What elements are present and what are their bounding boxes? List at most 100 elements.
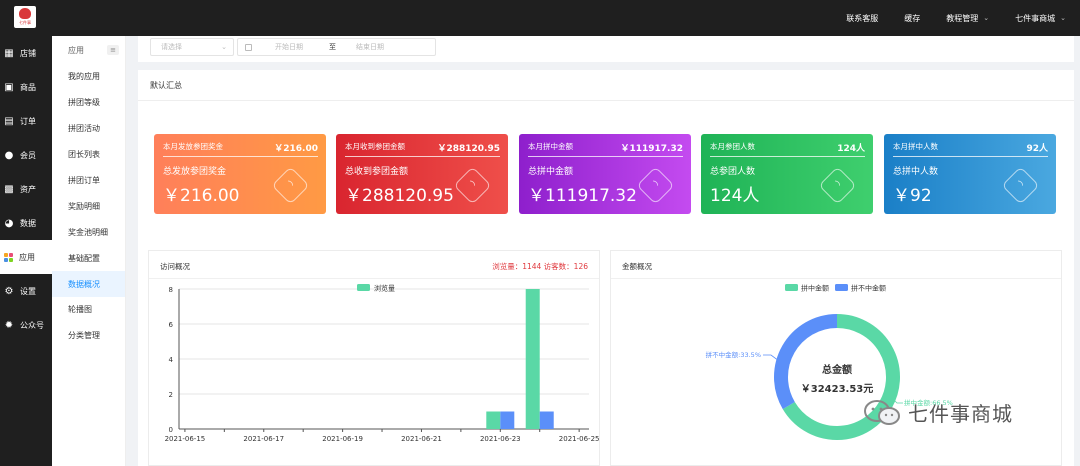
- subitem-basic-config[interactable]: 基础配置: [68, 253, 100, 263]
- nav-tutorial-management[interactable]: 教程管理 ⌄: [946, 13, 989, 24]
- subitem-reward-details[interactable]: 奖励明细: [68, 201, 100, 211]
- end-date-input[interactable]: 结束日期: [356, 43, 384, 51]
- pie-chart-icon: ◕: [4, 217, 14, 229]
- date-range-picker[interactable]: 开始日期 至 结束日期: [237, 38, 436, 56]
- y-tick-label: 0: [169, 426, 173, 434]
- card-monthly-value: 124人: [837, 144, 865, 154]
- sidebar-item-label: 会员: [20, 150, 36, 160]
- sidebar-item-label: 数据: [20, 218, 36, 228]
- sidebar-item-label: 店铺: [20, 48, 36, 58]
- visit-stats: 浏览量：1144 访客数：126: [492, 262, 588, 271]
- legend-label: 拼中金额: [801, 284, 829, 293]
- sidebar-item-orders[interactable]: ▤ 订单: [0, 104, 52, 138]
- subitem-my-apps[interactable]: 我的应用: [68, 72, 100, 82]
- logo-seal-icon: [19, 8, 31, 19]
- card-decor-icon: ◝: [818, 166, 857, 205]
- filter-bar: 请选择 ⌄ 开始日期 至 结束日期: [138, 36, 1074, 62]
- divider: [149, 278, 599, 279]
- asset-icon: ▩: [4, 183, 14, 195]
- legend-label: 浏览量: [374, 284, 395, 293]
- sidebar-item-assets[interactable]: ▩ 资产: [0, 172, 52, 206]
- visit-bar-chart: 0 2 4 6 8 浏览量 2021-06-15 2021-06-17 2021-06-19 20…: [165, 284, 599, 444]
- card-monthly-row: 本月拼中人数 92人: [893, 141, 1048, 154]
- donut-slice: [774, 314, 838, 410]
- sidebar-item-label: 设置: [20, 286, 36, 296]
- y-tick-label: 6: [169, 321, 174, 329]
- card-bonus-paid[interactable]: 本月发放参团奖金 ￥216.00 总发放参团奖金 ￥216.00 ◝: [154, 134, 326, 214]
- subitem-group-activity[interactable]: 拼团活动: [68, 124, 100, 134]
- card-winners[interactable]: 本月拼中人数 92人 总拼中人数 ￥92 ◝: [884, 134, 1056, 214]
- sidebar-item-label: 资产: [20, 184, 36, 194]
- bar: [525, 289, 540, 429]
- card-participants[interactable]: 本月参团人数 124人 总参团人数 124人 ◝: [701, 134, 873, 214]
- calendar-icon: [245, 43, 252, 51]
- start-date-input[interactable]: 开始日期: [275, 43, 303, 51]
- y-tick-label: 2: [169, 391, 173, 399]
- top-nav: 联系客服 缓存 教程管理 ⌄ 七件事商城 ⌄: [834, 0, 1080, 36]
- gear-icon: ⚙: [4, 285, 14, 297]
- sidebar-item-goods[interactable]: ▣ 商品: [0, 70, 52, 104]
- subitem-data-overview[interactable]: 数据概况: [52, 271, 125, 298]
- card-amount-received[interactable]: 本月收到参团金额 ￥288120.95 总收到参团金额 ￥288120.95 ◝: [336, 134, 508, 214]
- card-monthly-label: 本月收到参团金额: [345, 142, 405, 151]
- order-icon: ▤: [4, 115, 14, 127]
- nav-label: 联系客服: [846, 13, 879, 23]
- summary-title: 默认汇总: [150, 81, 182, 90]
- card-total-label: 总拼中金额: [528, 167, 574, 177]
- sidebar-item-store[interactable]: ▦ 店铺: [0, 36, 52, 70]
- card-total-label: 总拼中人数: [893, 167, 939, 177]
- apps-grid-icon: [4, 252, 13, 262]
- bar: [486, 411, 501, 429]
- card-monthly-label: 本月发放参团奖金: [163, 142, 223, 151]
- wechat-icon: ✹: [4, 319, 14, 331]
- sidebar-item-official-account[interactable]: ✹ 公众号: [0, 308, 52, 342]
- sidebar-item-data[interactable]: ◕ 数据: [0, 206, 52, 240]
- divider: [138, 100, 1074, 101]
- card-total-value: ￥288120.95: [345, 186, 454, 206]
- card-decor-icon: ◝: [271, 166, 310, 205]
- subitem-carousel[interactable]: 轮播图: [68, 305, 92, 315]
- legend-swatch: [357, 284, 370, 291]
- sidebar-item-label: 商品: [20, 82, 36, 92]
- card-total-value: ￥111917.32: [528, 186, 637, 206]
- subitem-bonus-pool-details[interactable]: 奖金池明细: [68, 227, 108, 237]
- sidebar-item-members[interactable]: ● 会员: [0, 138, 52, 172]
- card-divider: [163, 156, 318, 157]
- nav-store-account[interactable]: 七件事商城 ⌄: [1015, 13, 1066, 24]
- leader-line: [763, 354, 780, 362]
- collapse-menu-icon[interactable]: ≡: [107, 45, 119, 55]
- divider: [611, 278, 1061, 279]
- card-total-value: ￥92: [893, 186, 932, 206]
- visit-overview-panel: 访问概况 浏览量：1144 访客数：126 0 2 4 6 8 浏览量 2021-06-15…: [148, 250, 600, 466]
- nav-label: 教程管理: [946, 13, 979, 23]
- nav-cache[interactable]: 缓存: [904, 13, 920, 24]
- x-tick-label: 2021-06-23: [480, 435, 521, 443]
- sidebar-item-settings[interactable]: ⚙ 设置: [0, 274, 52, 308]
- nav-contact-service[interactable]: 联系客服: [846, 13, 878, 24]
- subitem-category-management[interactable]: 分类管理: [68, 331, 100, 341]
- x-tick-label: 2021-06-15: [165, 435, 206, 443]
- x-tick-label: 2021-06-25: [559, 435, 599, 443]
- brand-logo[interactable]: 七件事: [14, 6, 36, 28]
- subitem-group-orders[interactable]: 拼团订单: [68, 176, 100, 185]
- card-decor-icon: ◝: [636, 166, 675, 205]
- card-winning-amount[interactable]: 本月拼中金额 ￥111917.32 总拼中金额 ￥111917.32 ◝: [519, 134, 691, 214]
- slice-label: 拼不中金额:33.5%: [706, 350, 761, 359]
- y-tick-label: 4: [169, 356, 174, 364]
- chevron-down-icon: ⌄: [983, 14, 990, 22]
- card-monthly-value: ￥216.00: [274, 144, 318, 154]
- sidebar-item-apps[interactable]: 应用: [0, 240, 52, 274]
- x-tick-label: 2021-06-17: [243, 435, 284, 443]
- subitem-leader-list[interactable]: 团长列表: [68, 150, 100, 160]
- card-monthly-row: 本月收到参团金额 ￥288120.95: [345, 141, 500, 154]
- x-tick-label: 2021-06-21: [401, 435, 442, 443]
- sub-sidebar-title: 应用: [68, 45, 84, 55]
- type-select[interactable]: 请选择 ⌄: [150, 38, 234, 56]
- legend-swatch: [785, 284, 798, 291]
- goods-icon: ▣: [4, 81, 14, 93]
- amount-overview-panel: 金额概况 拼中金额 拼不中金额 拼不中金额:33.5% 拼中金额:66.5% 总金额 ￥3…: [610, 250, 1062, 466]
- slice-label-group: 拼中金额:66.5%: [890, 396, 953, 407]
- subitem-group-level[interactable]: 拼团等级: [68, 98, 100, 108]
- card-total-value: ￥216.00: [163, 186, 240, 206]
- visit-panel-title: 访问概况: [160, 262, 190, 271]
